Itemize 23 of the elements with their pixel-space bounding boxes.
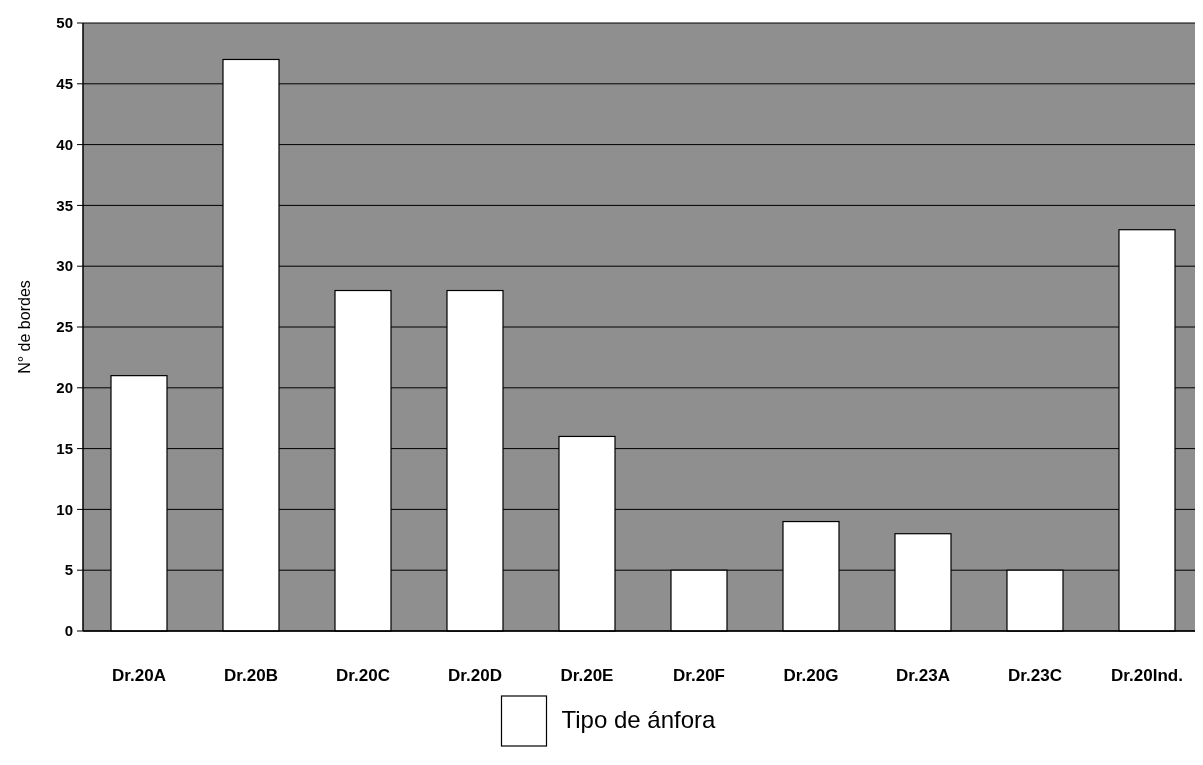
y-axis-title: N° de bordes [16, 280, 33, 374]
y-tick-label: 35 [56, 196, 73, 214]
y-tick-label: 10 [56, 500, 73, 518]
y-tick-label: 15 [56, 439, 73, 457]
x-tick-label: Dr.23A [896, 666, 950, 685]
x-tick-label: Dr.20Ind. [1111, 666, 1183, 685]
x-tick-label: Dr.20D [448, 666, 502, 685]
x-tick-label: Dr.20A [112, 666, 166, 685]
x-tick-label: Dr.20C [336, 666, 390, 685]
x-tick-label: Dr.20B [224, 666, 278, 685]
x-tick-label: Dr.20E [560, 666, 614, 685]
y-tick-label: 20 [56, 379, 73, 397]
y-tick-label: 50 [56, 14, 73, 32]
x-tick-label: Dr.23C [1008, 666, 1062, 685]
y-tick-label: 0 [64, 622, 73, 640]
y-tick-label: 25 [56, 318, 73, 336]
x-tick-label: Dr.20G [783, 666, 839, 685]
legend-label: Tipo de ánfora [561, 706, 717, 734]
x-tick-label: Dr.20F [673, 666, 725, 685]
y-tick-label: 5 [64, 561, 73, 579]
y-tick-label: 45 [56, 75, 73, 93]
y-tick-label: 30 [56, 257, 73, 275]
y-tick-label: 40 [56, 135, 73, 153]
